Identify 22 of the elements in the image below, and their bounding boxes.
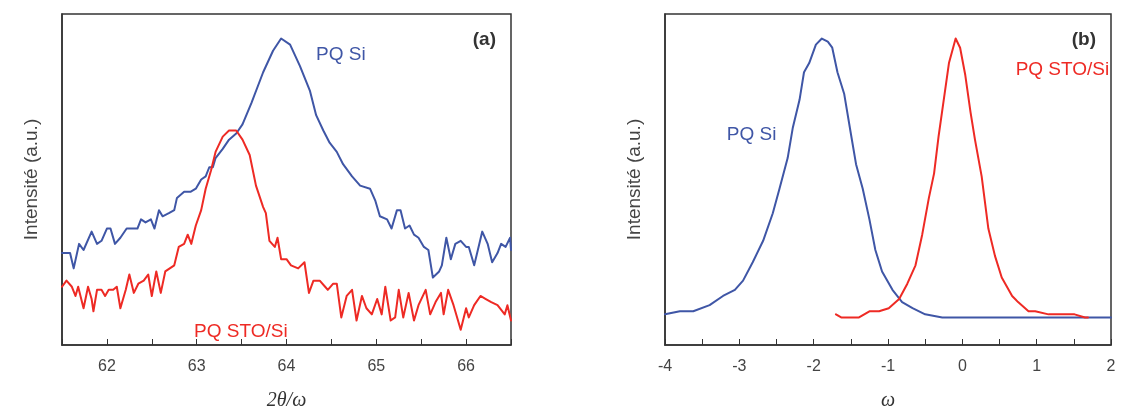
x-tick-label: 66 (457, 356, 476, 374)
x-axis-title: 2θ/ω (266, 388, 307, 410)
x-tick-label: 2 (1106, 356, 1116, 374)
series-label: PQ Si (316, 43, 366, 65)
x-tick-label: -2 (806, 356, 821, 374)
x-tick-label: 62 (98, 356, 116, 374)
x-tick-label: 0 (957, 356, 967, 374)
series-label: PQ Si (726, 123, 777, 145)
series-label: PQ STO/Si (194, 319, 288, 341)
chart-title: (b) (1071, 28, 1097, 49)
x-axis-title: ω (880, 388, 896, 410)
x-tick-label: 64 (277, 356, 296, 374)
x-tick-label: 1 (1032, 356, 1042, 374)
y-axis-title: Intensité (a.u.) (20, 118, 41, 241)
x-tick-label: -1 (880, 356, 896, 374)
x-tick-label: 65 (367, 356, 386, 374)
x-tick-label: 63 (187, 356, 206, 374)
x-tick-label: -4 (657, 356, 673, 374)
text: PQ STO/Si (1015, 58, 1110, 80)
x-tick-label: -3 (732, 356, 747, 374)
y-axis-title: Intensité (a.u.) (623, 118, 644, 241)
chart-title: (a) (472, 28, 497, 49)
